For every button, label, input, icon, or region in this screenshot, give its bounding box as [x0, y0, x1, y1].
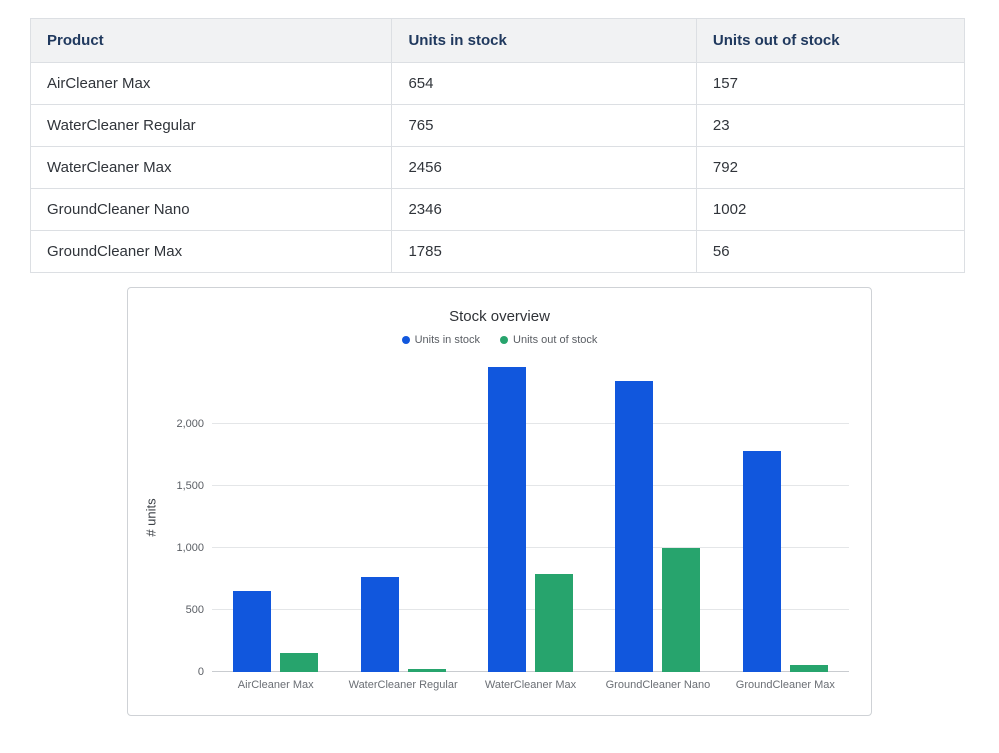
legend-dot-icon: [401, 336, 410, 344]
table-header-row: Product Units in stock Units out of stoc…: [29, 18, 966, 63]
x-axis-label: GroundCleaner Max: [735, 679, 835, 691]
bar-units-out-of-stock: [662, 547, 701, 672]
y-axis-tick-label: 1,500: [176, 480, 204, 492]
x-axis-label: AirCleaner Max: [237, 679, 314, 691]
chart-legend: Units in stock Units out of stock: [138, 334, 849, 346]
bar-units-in-stock: [615, 381, 654, 672]
table-row: WaterCleaner Regular 765 23: [29, 104, 966, 147]
table-cell-units-out-of-stock: 1002: [695, 188, 966, 231]
y-axis-title: # units: [138, 362, 164, 672]
plot-area: [212, 362, 849, 672]
bar-groups: [212, 362, 849, 672]
legend-item-units-out-of-stock: Units out of stock: [500, 334, 597, 346]
y-axis-tick-label: 2,000: [176, 418, 204, 430]
bar-group-watercleaner-regular: [339, 362, 466, 672]
table-header-units-in-stock: Units in stock: [391, 18, 697, 63]
legend-label: Units out of stock: [513, 334, 598, 346]
x-axis-label: GroundCleaner Nano: [605, 679, 711, 691]
table-cell-units-in-stock: 2346: [391, 188, 697, 231]
y-axis-title-text: # units: [143, 497, 159, 537]
bar-units-in-stock: [488, 367, 527, 672]
chart-card: Stock overview Units in stock Units out …: [127, 287, 872, 716]
bar-units-in-stock: [742, 450, 781, 672]
table-row: GroundCleaner Max 1785 56: [29, 230, 966, 273]
table-row: WaterCleaner Max 2456 792: [29, 146, 966, 189]
x-axis-labels: AirCleaner Max WaterCleaner Regular WaterC…: [212, 679, 849, 691]
bar-group-aircleaner-max: [212, 362, 339, 672]
x-axis-label: WaterCleaner Regular: [348, 679, 458, 691]
gridline: [212, 671, 849, 672]
table-cell-units-out-of-stock: 23: [695, 104, 966, 147]
bar-units-out-of-stock: [407, 669, 446, 672]
y-axis-tick-label: 500: [185, 604, 204, 616]
x-axis-label: WaterCleaner Max: [484, 679, 577, 691]
table-cell-units-in-stock: 765: [391, 104, 697, 147]
table-cell-units-in-stock: 654: [391, 62, 697, 105]
plot-row: # units 0 500 1,000 1,500 2,000: [138, 362, 849, 678]
bar-units-out-of-stock: [280, 652, 319, 672]
legend-label: Units in stock: [414, 334, 481, 346]
table-cell-units-out-of-stock: 157: [695, 62, 966, 105]
bar-group-groundcleaner-nano: [594, 362, 721, 672]
table-header-product: Product: [29, 18, 393, 63]
stock-table-section: Product Units in stock Units out of stoc…: [0, 0, 999, 273]
table-cell-units-in-stock: 2456: [391, 146, 697, 189]
bar-units-in-stock: [233, 590, 272, 672]
gridline: [212, 485, 849, 486]
y-axis-ticks: 0 500 1,000 1,500 2,000: [164, 362, 212, 678]
table-cell-units-out-of-stock: 56: [695, 230, 966, 273]
y-axis-tick-label: 1,000: [176, 542, 204, 554]
table-header-units-out-of-stock: Units out of stock: [695, 18, 966, 63]
table-cell-product: GroundCleaner Max: [29, 230, 393, 273]
bar-units-in-stock: [360, 577, 399, 672]
table-cell-units-in-stock: 1785: [391, 230, 697, 273]
table-cell-product: WaterCleaner Regular: [29, 104, 393, 147]
table-row: GroundCleaner Nano 2346 1002: [29, 188, 966, 231]
table-cell-product: AirCleaner Max: [29, 62, 393, 105]
bar-group-watercleaner-max: [467, 362, 594, 672]
legend-item-units-in-stock: Units in stock: [401, 334, 481, 346]
legend-dot-icon: [500, 336, 509, 344]
table-cell-product: GroundCleaner Nano: [29, 188, 393, 231]
bar-units-out-of-stock: [789, 665, 828, 672]
gridline: [212, 423, 849, 424]
bar-group-groundcleaner-max: [722, 362, 849, 672]
gridline: [212, 609, 849, 610]
table-cell-units-out-of-stock: 792: [695, 146, 966, 189]
gridline: [212, 547, 849, 548]
table-row: AirCleaner Max 654 157: [29, 62, 966, 105]
bar-units-out-of-stock: [535, 573, 574, 672]
y-axis-tick-label: 0: [197, 666, 204, 678]
table-cell-product: WaterCleaner Max: [29, 146, 393, 189]
chart-title: Stock overview: [449, 308, 550, 325]
stock-table: Product Units in stock Units out of stoc…: [29, 18, 966, 273]
